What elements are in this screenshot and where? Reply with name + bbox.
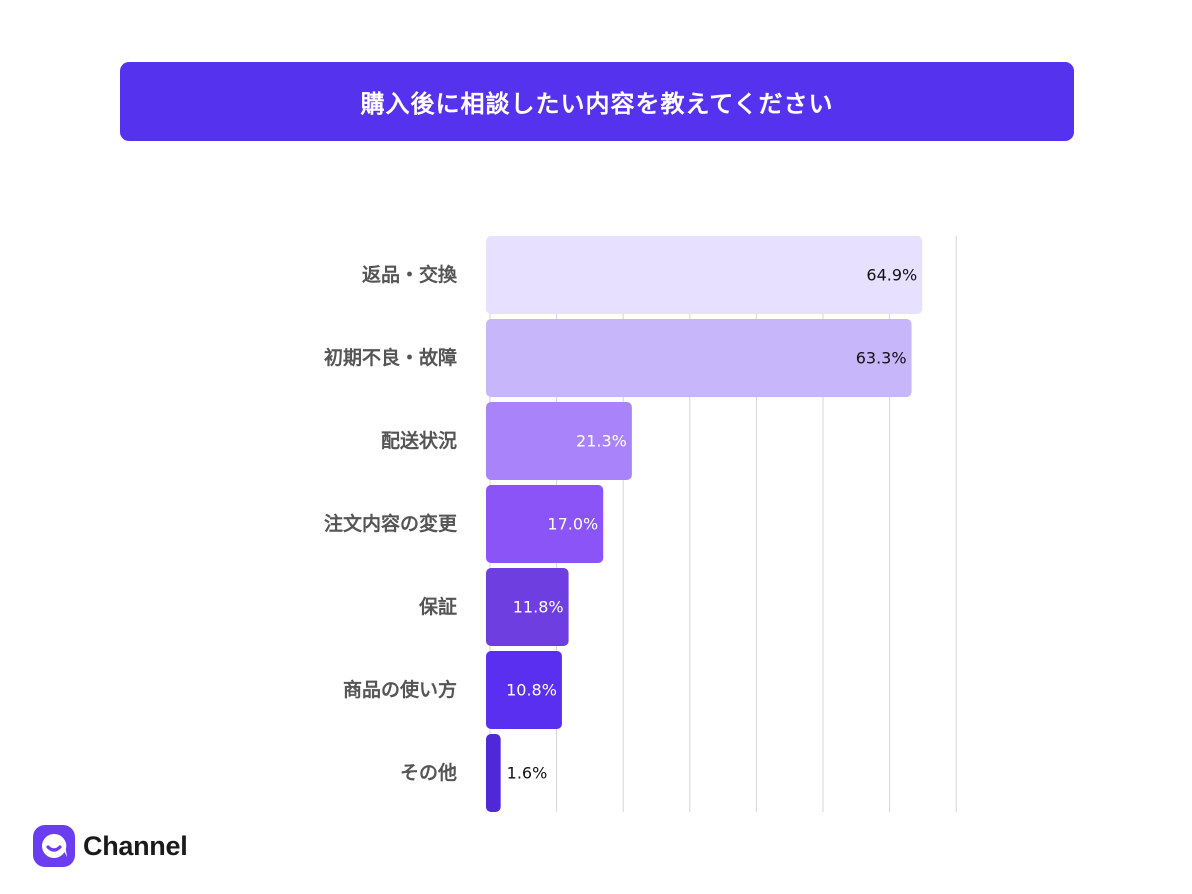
category-label: 商品の使い方: [343, 678, 457, 701]
title-banner: 購入後に相談したい内容を教えてください: [120, 62, 1074, 141]
bar: [486, 568, 569, 646]
bar: [486, 236, 923, 314]
value-label: 11.8%: [513, 598, 564, 617]
category-label: 配送状況: [381, 429, 457, 452]
value-label: 10.8%: [506, 681, 557, 700]
bar: [486, 651, 562, 729]
value-label: 1.6%: [507, 764, 548, 783]
category-label: 注文内容の変更: [324, 512, 458, 535]
bar: [486, 485, 604, 563]
category-label: 返品・交換: [362, 263, 458, 286]
category-label: 初期不良・故障: [324, 346, 457, 369]
value-label: 63.3%: [856, 349, 907, 368]
bar: [486, 402, 632, 480]
bar: [486, 734, 501, 812]
chart-title: 購入後に相談したい内容を教えてください: [360, 90, 834, 118]
brand-logo: Channel: [33, 825, 188, 867]
category-label: 保証: [418, 595, 457, 618]
value-label: 17.0%: [547, 515, 598, 534]
channel-logo-icon: [33, 825, 75, 867]
category-label: その他: [400, 761, 457, 784]
brand-name: Channel: [83, 830, 188, 861]
value-label: 21.3%: [576, 432, 627, 451]
value-label: 64.9%: [866, 266, 917, 285]
bar: [486, 319, 912, 397]
